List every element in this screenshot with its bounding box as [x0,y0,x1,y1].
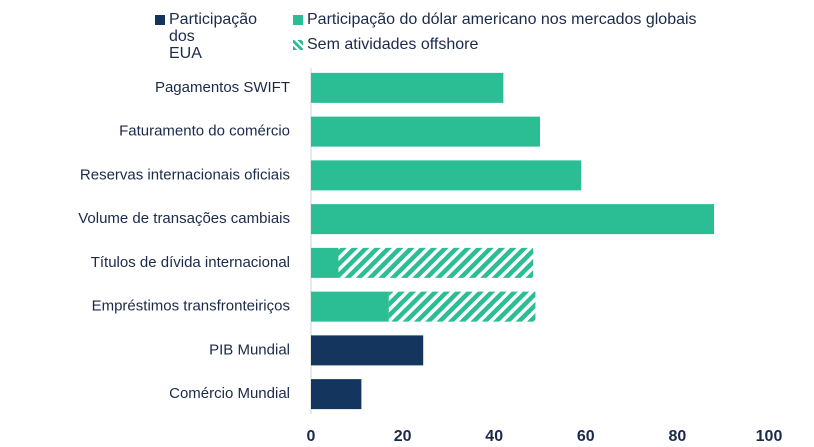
bar-segment [311,160,582,191]
x-tick-label: 60 [577,428,595,445]
y-tick-label: Títulos de dívida internacional [91,254,290,271]
legend-swatch [293,40,303,50]
bar-segment [338,247,534,278]
y-tick-label: Pagamentos SWIFT [155,79,290,96]
bar-segment [311,72,504,103]
y-tick-label: Faturamento do comércio [119,123,290,140]
bar-segment [311,379,362,410]
bar-segment [311,116,540,147]
x-tick-label: 80 [669,428,687,445]
legend-label: Participação dos EUA [169,11,258,62]
legend-swatch [155,15,165,25]
x-tick-label: 100 [756,428,783,445]
legend-item: Participação do dólar americano nos merc… [293,11,697,28]
bar-segment [311,204,715,235]
legend-label: Participação do dólar americano nos merc… [307,11,697,28]
bar-segment [388,291,536,322]
x-tick-label: 20 [394,428,412,445]
x-tick-label: 40 [485,428,503,445]
y-tick-label: Comércio Mundial [169,385,290,402]
x-tick-label: 0 [307,428,316,445]
legend-item: Sem atividades offshore [293,36,478,53]
bar-segment [311,247,339,278]
y-tick-label: Empréstimos transfronteiriços [92,298,290,315]
y-tick-label: Volume de transações cambiais [78,210,290,227]
bar-segment [311,291,389,322]
bar-segment [311,335,424,366]
y-tick-label: PIB Mundial [209,341,290,358]
legend-item: Participação dos EUA [155,11,258,62]
legend-swatch [293,15,303,25]
y-tick-label: Reservas internacionais oficiais [80,166,290,183]
legend-label: Sem atividades offshore [307,36,479,53]
